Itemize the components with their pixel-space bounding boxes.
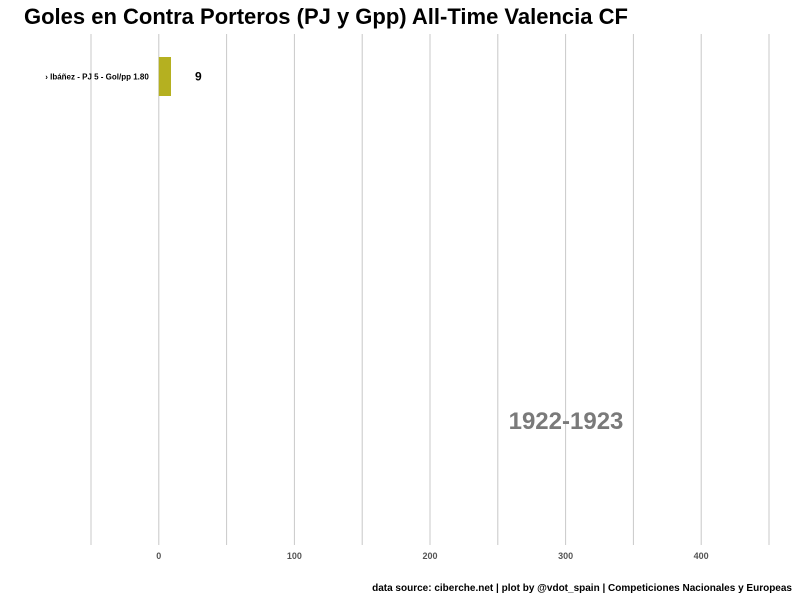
bar: [158, 57, 172, 96]
x-tick-labels: 0 100 200 300 400: [156, 551, 708, 561]
x-tick-label: 200: [422, 551, 437, 561]
period-label: 1922-1923: [509, 408, 624, 435]
category-labels: › Ibáñez - PJ 5 - Gol/pp 1.80: [45, 73, 149, 82]
category-label: › Ibáñez - PJ 5 - Gol/pp 1.80: [45, 73, 149, 82]
value-label: 9: [195, 70, 202, 84]
data-source-caption: data source: ciberche.net | plot by @vdo…: [372, 583, 792, 594]
x-tick-label: 400: [694, 551, 709, 561]
x-tick-label: 300: [558, 551, 573, 561]
bars: [158, 57, 172, 96]
chart-title: Goles en Contra Porteros (PJ y Gpp) All-…: [24, 4, 628, 29]
x-tick-label: 0: [156, 551, 161, 561]
x-tick-label: 100: [287, 551, 302, 561]
gridlines: [90, 34, 770, 545]
value-labels: 9: [195, 70, 202, 84]
